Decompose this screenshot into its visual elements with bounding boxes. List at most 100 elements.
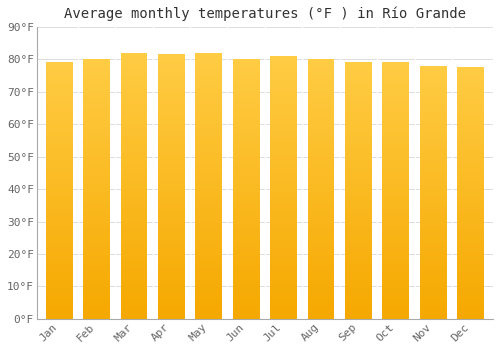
Bar <box>270 82 297 85</box>
Bar <box>270 293 297 296</box>
Bar <box>345 191 372 194</box>
Bar <box>270 201 297 204</box>
Bar <box>270 138 297 141</box>
Bar <box>46 124 72 127</box>
Bar <box>308 79 334 82</box>
Bar <box>420 303 446 306</box>
Bar <box>120 259 148 262</box>
Bar <box>83 247 110 251</box>
Bar <box>46 258 72 261</box>
Bar <box>158 170 185 173</box>
Bar <box>232 299 260 303</box>
Bar <box>83 153 110 156</box>
Bar <box>120 162 148 166</box>
Bar <box>420 148 446 151</box>
Bar <box>46 216 72 219</box>
Bar <box>420 151 446 154</box>
Bar <box>457 155 484 159</box>
Bar <box>308 209 334 212</box>
Bar <box>382 152 409 155</box>
Bar <box>158 246 185 250</box>
Bar <box>382 66 409 69</box>
Bar <box>46 207 72 210</box>
Bar <box>158 253 185 256</box>
Bar <box>196 316 222 319</box>
Bar <box>382 155 409 159</box>
Bar <box>420 202 446 205</box>
Bar <box>457 268 484 272</box>
Bar <box>120 56 148 60</box>
Bar <box>457 265 484 268</box>
Bar <box>457 262 484 265</box>
Bar <box>308 173 334 176</box>
Bar <box>120 146 148 149</box>
Bar <box>196 93 222 96</box>
Bar <box>308 273 334 277</box>
Bar <box>232 267 260 270</box>
Bar <box>120 279 148 282</box>
Bar <box>457 187 484 190</box>
Bar <box>232 179 260 183</box>
Bar <box>232 124 260 127</box>
Bar <box>83 59 110 63</box>
Bar <box>83 254 110 257</box>
Bar <box>83 234 110 238</box>
Bar <box>158 286 185 289</box>
Bar <box>382 293 409 296</box>
Bar <box>232 150 260 153</box>
Bar <box>83 72 110 76</box>
Bar <box>308 66 334 69</box>
Bar <box>196 232 222 236</box>
Bar <box>345 111 372 114</box>
Bar <box>232 156 260 160</box>
Bar <box>196 222 222 226</box>
Bar <box>382 117 409 120</box>
Bar <box>308 160 334 163</box>
Bar <box>46 213 72 216</box>
Bar <box>420 85 446 88</box>
Bar <box>232 241 260 244</box>
Bar <box>158 180 185 183</box>
Bar <box>46 191 72 194</box>
Bar <box>270 151 297 155</box>
Bar <box>270 125 297 128</box>
Bar <box>345 229 372 232</box>
Bar <box>382 124 409 127</box>
Bar <box>420 69 446 72</box>
Bar <box>46 194 72 197</box>
Bar <box>120 156 148 159</box>
Bar <box>457 149 484 152</box>
Bar <box>420 75 446 78</box>
Bar <box>83 283 110 286</box>
Bar <box>420 126 446 129</box>
Bar <box>345 313 372 316</box>
Bar <box>120 113 148 116</box>
Bar <box>46 136 72 139</box>
Bar <box>120 159 148 162</box>
Bar <box>232 296 260 299</box>
Bar <box>382 120 409 124</box>
Bar <box>158 226 185 230</box>
Bar <box>420 145 446 148</box>
Bar <box>120 309 148 312</box>
Bar <box>345 117 372 120</box>
Bar <box>308 222 334 225</box>
Bar <box>196 302 222 306</box>
Bar <box>345 165 372 168</box>
Bar <box>382 72 409 75</box>
Bar <box>83 280 110 283</box>
Bar <box>457 136 484 140</box>
Bar <box>120 209 148 212</box>
Bar <box>158 239 185 243</box>
Bar <box>420 271 446 275</box>
Bar <box>345 181 372 184</box>
Bar <box>196 66 222 69</box>
Bar <box>158 263 185 266</box>
Bar <box>270 312 297 316</box>
Bar <box>382 101 409 104</box>
Bar <box>420 284 446 287</box>
Bar <box>158 61 185 64</box>
Bar <box>232 72 260 76</box>
Bar <box>120 86 148 89</box>
Bar <box>420 227 446 230</box>
